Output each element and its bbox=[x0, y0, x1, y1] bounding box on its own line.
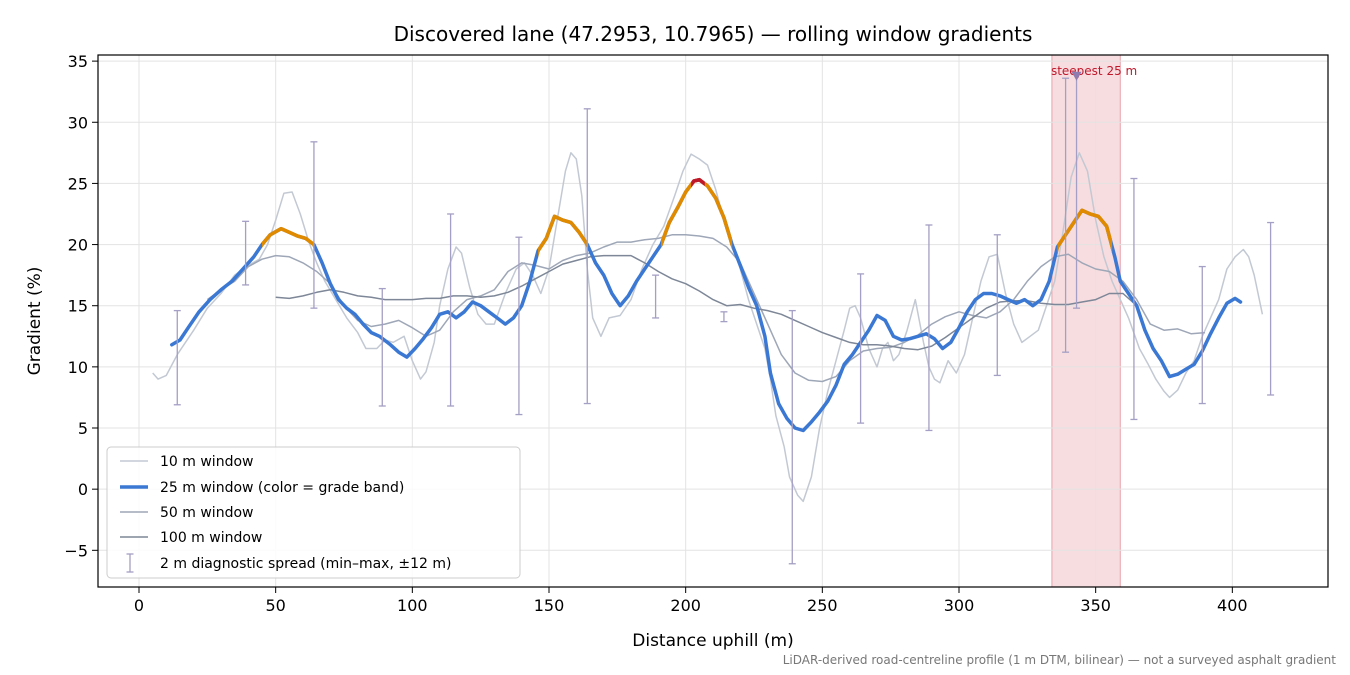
y-tick-label: 15 bbox=[68, 297, 88, 316]
diagnostic-bar bbox=[242, 220, 250, 286]
legend-label-25m: 25 m window (color = grade band) bbox=[160, 480, 404, 496]
grid-lines bbox=[98, 55, 1328, 587]
x-tick-label: 50 bbox=[265, 596, 285, 615]
y-axis-label: Gradient (%) bbox=[25, 267, 45, 376]
y-tick-label: 5 bbox=[78, 419, 88, 438]
x-tick-label: 250 bbox=[807, 596, 838, 615]
legend: 10 m window 25 m window (color = grade b… bbox=[106, 446, 521, 579]
legend-swatch-diagnostic bbox=[126, 553, 134, 573]
steepest-annotation: steepest 25 m bbox=[1051, 64, 1137, 81]
x-tick-label: 200 bbox=[670, 596, 701, 615]
diagnostic-bar bbox=[378, 287, 386, 407]
legend-label-100m: 100 m window bbox=[160, 530, 262, 546]
x-axis-label: Distance uphill (m) bbox=[632, 631, 793, 651]
diagnostic-bar bbox=[1062, 77, 1070, 353]
y-tick-label: 10 bbox=[68, 358, 88, 377]
diagnostic-bar bbox=[583, 108, 591, 405]
steepest-label: steepest 25 m bbox=[1051, 64, 1137, 78]
legend-label-diagnostic: 2 m diagnostic spread (min–max, ±12 m) bbox=[160, 556, 451, 572]
diagnostic-bar bbox=[310, 141, 318, 309]
steepest-highlight-band bbox=[1051, 54, 1121, 588]
diagnostic-bar bbox=[515, 236, 523, 416]
plot-frame bbox=[97, 54, 1329, 588]
y-tick-label: 25 bbox=[68, 174, 88, 193]
diagnostic-bar bbox=[788, 309, 796, 565]
diagnostic-bar bbox=[1267, 221, 1275, 396]
series-lines bbox=[152, 152, 1264, 503]
diagnostic-bar bbox=[857, 273, 865, 424]
diagnostic-bar bbox=[173, 309, 181, 406]
diagnostic-bar bbox=[447, 213, 455, 407]
y-tick-label: 30 bbox=[68, 113, 88, 132]
legend-label-10m: 10 m window bbox=[160, 454, 253, 470]
diagnostic-bar bbox=[1198, 265, 1206, 405]
legend-label-50m: 50 m window bbox=[160, 505, 253, 521]
x-tick-label: 350 bbox=[1080, 596, 1111, 615]
y-axis-ticks: −5 0 5 10 15 20 25 30 35 bbox=[64, 52, 98, 560]
y-tick-label: 35 bbox=[68, 52, 88, 71]
series-line-w10 bbox=[152, 152, 1264, 503]
diagnostic-bar bbox=[720, 311, 728, 323]
steepest-band-rect bbox=[1051, 54, 1121, 588]
diagnostic-bar bbox=[652, 274, 660, 319]
diagnostic-bar bbox=[993, 234, 1001, 377]
diagnostic-spread-bars bbox=[173, 73, 1275, 565]
grade-band-segment-orange bbox=[1057, 208, 1113, 255]
x-tick-label: 100 bbox=[397, 596, 428, 615]
series-line-w100 bbox=[275, 254, 1138, 351]
y-tick-label: 0 bbox=[78, 480, 88, 499]
diagnostic-bar bbox=[925, 224, 933, 432]
y-tick-label: 20 bbox=[68, 236, 88, 255]
x-tick-label: 400 bbox=[1217, 596, 1248, 615]
series-line-w50 bbox=[206, 234, 1206, 383]
y-tick-label: −5 bbox=[64, 541, 88, 560]
x-tick-label: 150 bbox=[534, 596, 565, 615]
steepest-marker bbox=[1071, 71, 1082, 81]
footnote: LiDAR-derived road-centreline profile (1… bbox=[783, 653, 1337, 667]
x-axis-ticks: 0 50 100 150 200 250 300 350 400 bbox=[134, 587, 1248, 615]
x-tick-label: 0 bbox=[134, 596, 144, 615]
diagnostic-bar bbox=[1130, 177, 1138, 421]
grade-band-segment-orange bbox=[661, 177, 733, 250]
x-tick-label: 300 bbox=[944, 596, 975, 615]
chart-title: Discovered lane (47.2953, 10.7965) — rol… bbox=[394, 22, 1033, 46]
